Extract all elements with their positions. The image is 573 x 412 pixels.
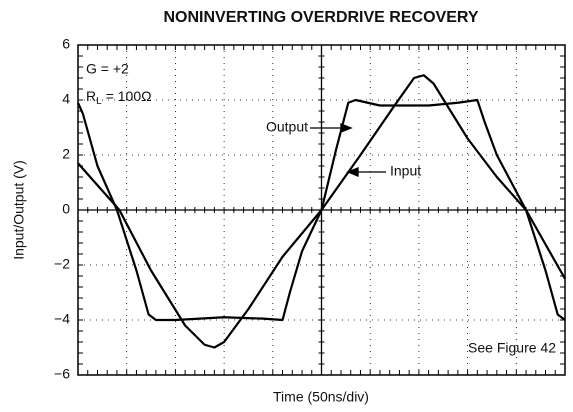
y-tick-label: 2: [62, 146, 70, 162]
output-annotation: Output: [266, 119, 308, 135]
y-tick-label: 0: [62, 201, 70, 217]
x-axis-label: Time (50ns/div): [273, 389, 369, 405]
y-tick-label: 4: [62, 91, 70, 107]
arrows: [310, 123, 386, 177]
gain-annotation: G = +2: [86, 61, 129, 77]
input-arrowhead: [346, 167, 359, 177]
y-axis-label: Input/Output (V): [11, 160, 27, 260]
y-tick-label: −6: [54, 366, 70, 382]
chart-title: NONINVERTING OVERDRIVE RECOVERY: [163, 9, 478, 26]
load-annotation: RL = 100Ω: [86, 88, 152, 107]
output-arrowhead: [340, 123, 353, 133]
load-subscript: L: [96, 96, 102, 107]
input-annotation: Input: [390, 163, 421, 179]
y-tick-label: −4: [54, 311, 70, 327]
y-tick-label: 6: [62, 36, 70, 52]
y-tick-label: −2: [54, 256, 70, 272]
load-value: = 100Ω: [106, 88, 152, 104]
note-annotation: See Figure 42: [468, 340, 556, 356]
series-line: [76, 98, 566, 322]
plot-frame: [77, 44, 566, 376]
load-symbol: R: [86, 88, 96, 104]
